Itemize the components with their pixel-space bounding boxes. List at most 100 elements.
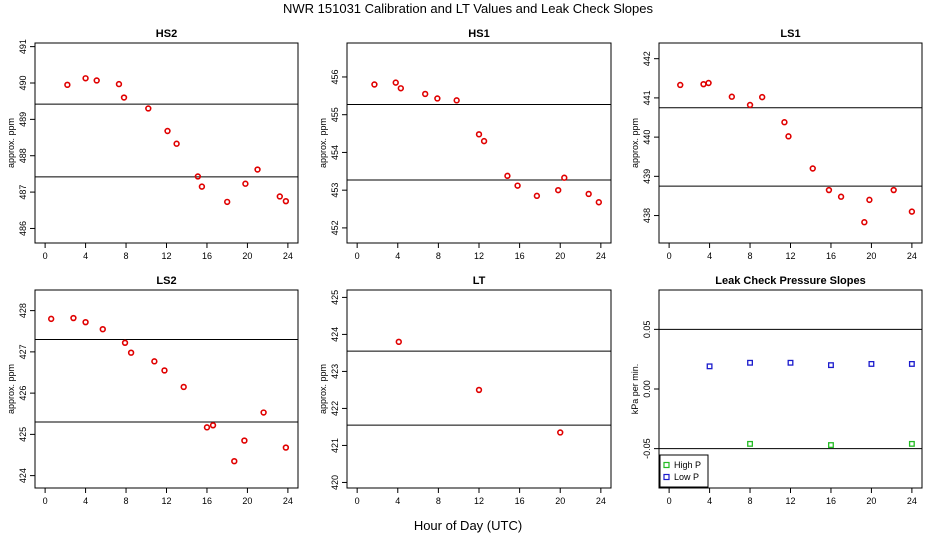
- data-point-ls2: [203, 424, 211, 431]
- legend-marker-low-p: [663, 473, 670, 481]
- data-point-hs1: [371, 81, 378, 88]
- data-point-hs2: [198, 183, 206, 190]
- x-tick-label: 12: [474, 496, 484, 506]
- plot-frame: [346, 42, 612, 244]
- data-point-hs2: [173, 140, 180, 147]
- panel-1: HS2 0 4 8 12 16 20 24 486 487 488 489 490 491 approx. …: [6, 28, 299, 261]
- data-point-hs2: [145, 105, 152, 112]
- y-tick-label: 491: [18, 39, 28, 54]
- data-point-ls1: [837, 193, 845, 200]
- x-tick-label: 4: [395, 251, 400, 261]
- panel-6: Leak Check Pressure Slopes 0 4 8 12 16 20 24 -0.…: [630, 275, 923, 506]
- x-tick-label: 0: [355, 496, 360, 506]
- y-axis-label: approx. ppm: [630, 118, 640, 168]
- y-tick-label: 426: [18, 386, 28, 401]
- y-tick-label: 452: [330, 220, 340, 235]
- data-point-hs2: [223, 198, 231, 206]
- panel-title: LS2: [156, 275, 176, 287]
- x-tick-label: 24: [907, 496, 917, 506]
- x-tick-label: 4: [707, 496, 712, 506]
- panel-2: HS1 0 4 8 12 16 20 24 452 453 454 455 456 approx. ppm: [318, 28, 612, 261]
- data-point-hs2: [115, 80, 123, 88]
- data-point-ls2: [260, 409, 267, 416]
- x-tick-label: 24: [283, 496, 293, 506]
- panel-title: LS1: [780, 28, 800, 40]
- plot-frame: [346, 289, 612, 489]
- x-tick-label: 16: [202, 251, 212, 261]
- x-tick-label: 8: [748, 251, 753, 261]
- data-point-low-p: [908, 361, 915, 367]
- x-tick-label: 4: [83, 251, 88, 261]
- data-point-ls2: [241, 437, 248, 444]
- panel-title: Leak Check Pressure Slopes: [715, 275, 865, 287]
- x-tick-label: 0: [355, 251, 360, 261]
- data-point-high-p: [747, 440, 753, 447]
- data-point-hs1: [480, 137, 488, 145]
- x-tick-label: 16: [826, 251, 836, 261]
- y-tick-label: -0.05: [642, 438, 652, 459]
- data-point-ls1: [700, 80, 707, 88]
- x-tick-label: 12: [474, 251, 484, 261]
- data-point-high-p: [828, 442, 834, 449]
- data-point-lt: [557, 429, 564, 436]
- legend-label: High P: [674, 460, 701, 470]
- x-tick-label: 0: [43, 496, 48, 506]
- x-tick-label: 16: [515, 251, 525, 261]
- data-point-ls1: [908, 208, 916, 215]
- data-point-ls1: [781, 119, 788, 126]
- data-point-hs1: [434, 95, 441, 102]
- data-point-hs1: [453, 97, 460, 104]
- data-point-ls1: [728, 93, 736, 100]
- data-point-hs2: [254, 166, 261, 173]
- data-point-hs1: [514, 182, 521, 189]
- data-point-ls2: [231, 457, 238, 465]
- x-tick-label: 24: [907, 251, 917, 261]
- data-point-ls1: [705, 79, 712, 87]
- panel-title: HS2: [156, 28, 177, 40]
- data-point-hs1: [533, 192, 541, 200]
- data-point-hs1: [561, 174, 568, 181]
- y-tick-label: 427: [18, 344, 28, 359]
- y-tick-label: 490: [18, 75, 28, 90]
- y-axis-label: approx. ppm: [6, 118, 16, 168]
- panel-5: LT 0 4 8 12 16 20 24 420 421 422 423 424 425 approx. p…: [318, 275, 612, 506]
- x-tick-label: 24: [596, 251, 606, 261]
- data-point-ls1: [825, 186, 833, 194]
- y-tick-label: 428: [18, 303, 28, 318]
- data-point-hs2: [164, 127, 171, 135]
- y-tick-label: 489: [18, 112, 28, 127]
- data-point-low-p: [868, 361, 875, 367]
- y-tick-label: 442: [642, 51, 652, 66]
- legend-box: [659, 454, 709, 488]
- data-point-ls2: [121, 339, 129, 346]
- data-point-low-p: [706, 363, 713, 370]
- data-point-hs2: [120, 94, 128, 101]
- y-tick-label: 0.00: [642, 380, 652, 398]
- x-tick-label: 12: [785, 496, 795, 506]
- data-point-hs2: [282, 197, 290, 205]
- y-tick-label: 440: [642, 130, 652, 145]
- x-tick-label: 20: [242, 251, 252, 261]
- y-tick-label: 420: [330, 475, 340, 490]
- y-tick-label: 0.05: [642, 321, 652, 339]
- y-tick-label: 425: [18, 427, 28, 442]
- panel-4: LS2 0 4 8 12 16 20 24 424 425 426 427 428 approx. ppm: [6, 275, 299, 506]
- data-point-low-p: [787, 359, 794, 366]
- y-tick-label: 487: [18, 185, 28, 200]
- data-point-ls2: [161, 367, 168, 374]
- data-point-hs2: [276, 193, 283, 200]
- panel-title: HS1: [468, 28, 489, 40]
- y-tick-label: 488: [18, 148, 28, 163]
- plot-frame: [34, 42, 299, 244]
- x-tick-label: 4: [395, 496, 400, 506]
- legend-marker-high-p: [663, 461, 670, 469]
- data-point-hs2: [194, 173, 202, 180]
- panel-3: LS1 0 4 8 12 16 20 24 438 439 440 441 442 approx. ppm: [630, 28, 923, 261]
- data-point-ls2: [180, 383, 187, 391]
- common-x-axis-label: Hour of Day (UTC): [413, 518, 523, 533]
- y-tick-label: 424: [18, 468, 28, 483]
- data-point-hs1: [475, 131, 483, 138]
- data-point-hs2: [64, 81, 71, 89]
- data-point-ls2: [99, 325, 106, 333]
